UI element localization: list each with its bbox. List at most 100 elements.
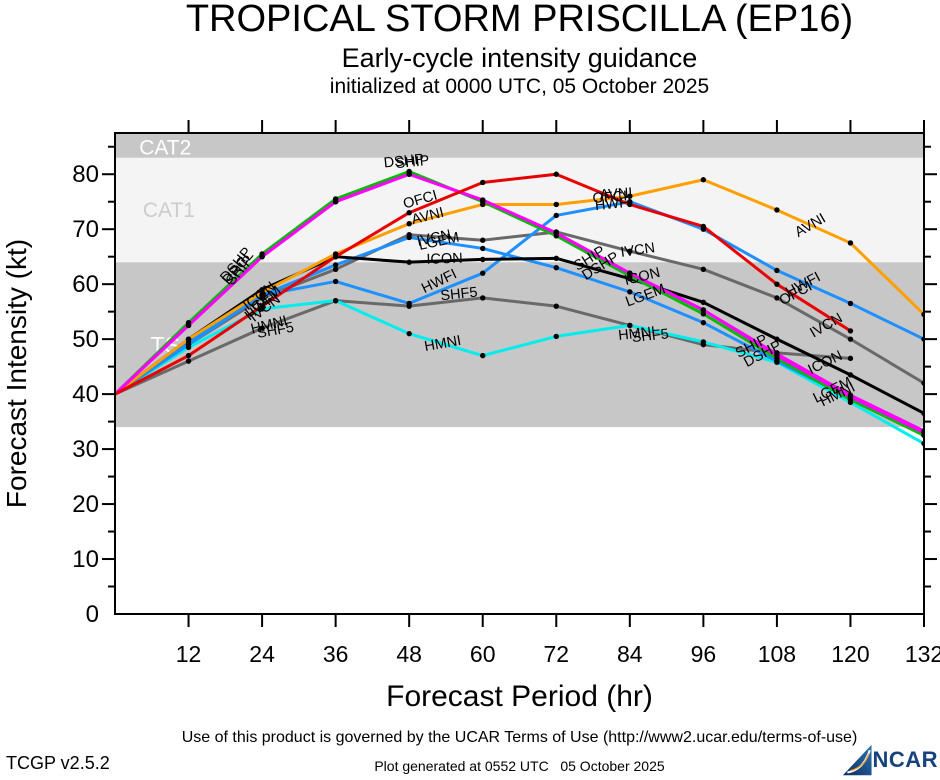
model-label-ICON: ICON (426, 251, 463, 268)
series-HWFI-line (115, 200, 924, 396)
x-tick-108: 108 (758, 641, 796, 667)
x-tick-36: 36 (323, 641, 349, 667)
ncar-logo-text: NCAR (872, 747, 938, 772)
data-point-IVCN-84 (627, 248, 633, 254)
model-label-IVCN: IVCN (620, 240, 657, 261)
band-CAT1 (115, 157, 924, 263)
data-point-HWFI-60 (480, 270, 486, 276)
data-point-HMNI-60 (480, 352, 486, 359)
model-label-SHF5: SHF5 (440, 285, 479, 305)
data-point-DRCL-96 (700, 311, 707, 317)
y-tick-50: 50 (72, 326, 99, 353)
y-tick-20: 20 (72, 491, 99, 518)
model-label-OFCI: OFCI (592, 189, 628, 207)
data-point-OFCI-108 (774, 281, 780, 287)
data-point-SHF5-60 (480, 295, 486, 301)
x-tick-132: 132 (905, 641, 940, 667)
plot-frame (114, 132, 925, 615)
x-tick-120: 120 (831, 641, 869, 667)
x-tick-72: 72 (543, 641, 569, 667)
model-label-AVNI: AVNI (599, 185, 633, 203)
data-point-AVNI-108 (774, 207, 780, 213)
x-tick-12: 12 (176, 641, 202, 667)
data-point-DSHP-72 (553, 230, 559, 236)
model-label-DSHP: DSHP (383, 151, 425, 171)
data-point-IVCN-96 (700, 266, 707, 273)
model-label-SHF5: SHF5 (631, 326, 670, 346)
data-point-ICON-96 (700, 299, 707, 306)
data-point-DSHP-96 (700, 307, 707, 313)
x-axis-label: Forecast Period (hr) (386, 680, 653, 713)
band-CAT2 (115, 133, 924, 158)
series-IVCN-line (115, 230, 924, 396)
init-time-text: initialized at 0000 UTC, 05 October 2025 (329, 75, 710, 98)
band-label-CAT1: CAT1 (143, 199, 195, 222)
series-AVNI-line (115, 178, 924, 396)
data-point-LGEM-72 (553, 264, 559, 271)
data-point-LGEM-48 (406, 234, 412, 241)
y-tick-30: 30 (72, 436, 99, 463)
data-point-OFCI-84 (627, 201, 633, 208)
data-point-ICON-72 (553, 255, 559, 262)
data-point-IVCN-60 (480, 237, 486, 243)
series-ICON-line (115, 255, 924, 415)
y-tick-60: 60 (72, 271, 99, 298)
data-point-HMNI-48 (406, 330, 412, 337)
data-point-DSHP-48 (406, 171, 412, 177)
data-point-OFCI-12 (185, 352, 192, 359)
data-point-OFCI-48 (406, 210, 412, 216)
data-point-LGEM-84 (627, 289, 633, 295)
data-point-AVNI-72 (553, 201, 559, 208)
data-point-SHF5-12 (185, 358, 192, 364)
axis-ticks (102, 120, 937, 627)
x-tick-60: 60 (470, 641, 496, 667)
data-point-OFCI-60 (480, 179, 486, 186)
data-point-AVNI-48 (406, 221, 412, 227)
y-axis-label: Forecast Intensity (kt) (1, 239, 32, 508)
model-label-SHIP: SHIP (395, 153, 430, 172)
data-point-HMNI-84 (627, 322, 633, 329)
data-point-HWFI-72 (553, 212, 559, 219)
data-point-LGEM-36 (332, 262, 339, 268)
data-point-IVCN-120 (847, 336, 854, 342)
model-label-HMNI: HMNI (423, 333, 462, 355)
version-text: TCGP v2.5.2 (6, 753, 110, 773)
x-tick-48: 48 (396, 641, 422, 667)
data-point-AVNI-12 (185, 336, 192, 342)
data-point-AVNI-96 (700, 177, 707, 183)
data-point-HMNI-96 (700, 339, 707, 345)
data-point-OFCI-24 (259, 303, 265, 309)
model-label-SHF5: SHF5 (256, 320, 295, 342)
model-series (115, 168, 924, 447)
model-label-IVCN: IVCN (415, 227, 452, 250)
y-tick-0: 0 (86, 601, 99, 628)
data-point-SHF5-72 (553, 303, 559, 309)
data-point-HWFI-48 (406, 300, 412, 307)
data-point-ICON-60 (480, 256, 486, 263)
data-point-AVNI-120 (847, 240, 854, 246)
data-point-AVNI-84 (627, 193, 633, 199)
data-point-ICON-48 (406, 259, 412, 265)
x-tick-24: 24 (249, 641, 275, 667)
data-point-SHF5-120 (847, 355, 854, 362)
data-point-DSHP-24 (259, 253, 265, 260)
data-point-DSHP-12 (185, 322, 192, 329)
data-point-HWFI-108 (774, 267, 780, 274)
y-tick-labels: 0 10 20 30 40 50 60 70 80 (72, 161, 99, 628)
model-label-HWFI: HWFI (594, 194, 633, 214)
data-point-OFCI-72 (553, 171, 559, 177)
data-point-OFCI-96 (700, 223, 707, 230)
y-tick-40: 40 (72, 381, 99, 408)
data-point-DSHP-60 (480, 197, 486, 203)
data-point-SHF5-24 (259, 325, 265, 331)
data-point-DSHP-108 (774, 352, 780, 359)
x-tick-84: 84 (617, 641, 643, 667)
data-point-LGEM-96 (700, 319, 707, 326)
data-point-DSHP-84 (627, 270, 633, 276)
page-title: TROPICAL STORM PRISCILLA (EP16) (185, 0, 854, 40)
data-point-IVCN-108 (774, 295, 780, 301)
data-point-ICON-120 (847, 372, 854, 378)
band-label-CAT2: CAT2 (139, 137, 191, 160)
